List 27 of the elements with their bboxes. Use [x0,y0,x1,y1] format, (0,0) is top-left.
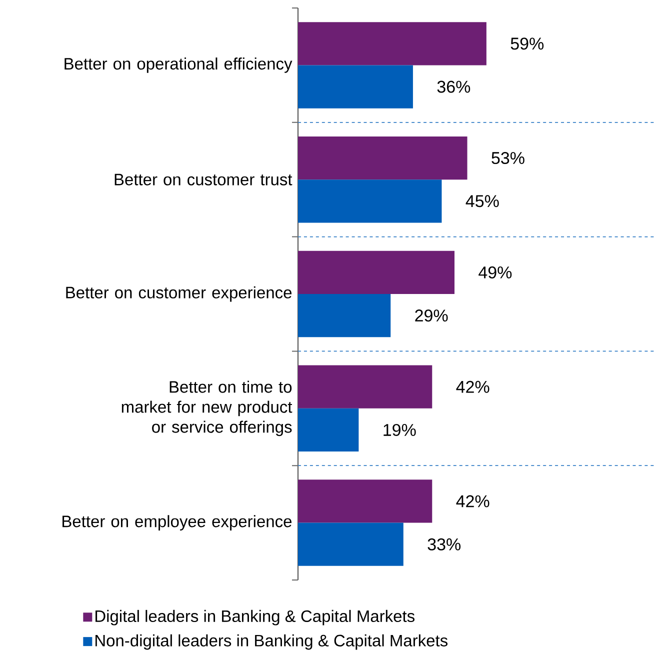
data-label: 19% [384,424,416,436]
bar [298,522,404,566]
bar [298,22,486,66]
data-label: 36% [437,80,470,93]
data-label: 45% [466,195,499,208]
y-tick-label: Better on customer experience [66,286,292,302]
bar [298,365,432,408]
legend-label: Digital leaders in Banking & Capital Markets [96,610,414,626]
y-tick-label: Better on customer trust [114,174,292,186]
data-label: 42% [456,380,490,393]
data-label: 33% [428,538,461,550]
data-label: 29% [415,310,448,322]
bar [298,250,454,294]
y-tick-label: Better on operational efficiency [64,58,292,73]
data-label: 59% [510,38,544,50]
bar [298,65,413,108]
legend-label: Non-digital leaders in Banking & Capital Markets [96,634,448,650]
y-tick-label: Better on time to market for new product or service offerings [122,380,292,436]
bar [298,408,359,452]
data-label: 53% [492,152,524,164]
data-label: 42% [456,495,490,508]
data-label: 49% [478,266,512,278]
bar [298,294,391,338]
y-tick-label: Better on employee experience [62,515,292,530]
bar [298,180,442,223]
bar [298,136,468,180]
bar [298,480,432,523]
